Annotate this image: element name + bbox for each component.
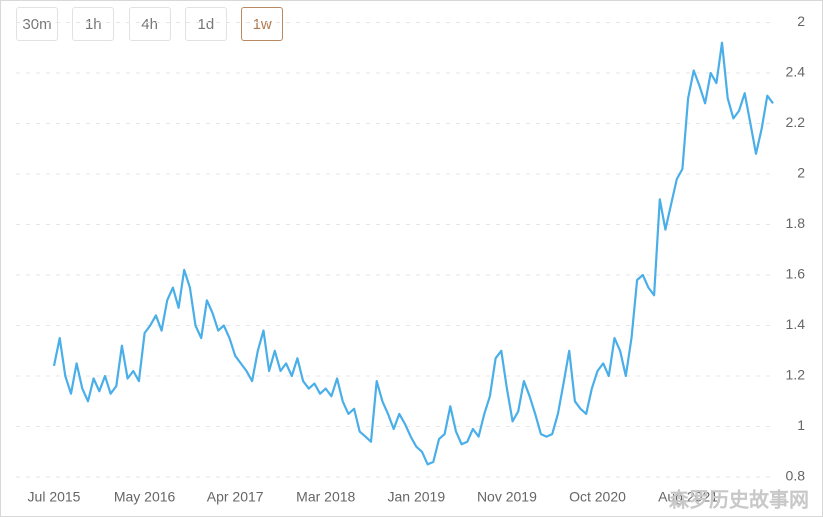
timeframe-button[interactable]: 1h bbox=[72, 7, 115, 41]
x-tick-label: Jan 2019 bbox=[388, 489, 446, 505]
x-tick-label: May 2016 bbox=[114, 489, 176, 505]
y-tick-label: 1.8 bbox=[786, 215, 806, 231]
y-tick-label: 1.2 bbox=[786, 367, 806, 383]
y-tick-label: 1.6 bbox=[786, 266, 806, 282]
price-line bbox=[52, 41, 774, 466]
y-tick-label: 2 bbox=[797, 13, 805, 29]
x-tick-label: Oct 2020 bbox=[569, 489, 626, 505]
y-tick-label: 1 bbox=[797, 417, 805, 433]
watermark: 森罗历史故事网 bbox=[669, 487, 809, 511]
x-tick-label: Nov 2019 bbox=[477, 489, 537, 505]
x-tick-label: Jul 2015 bbox=[28, 489, 81, 505]
y-tick-label: 2.2 bbox=[786, 114, 806, 130]
timeframe-button[interactable]: 30m bbox=[16, 7, 58, 41]
x-tick-label: Apr 2017 bbox=[207, 489, 264, 505]
timeframe-button[interactable]: 1d bbox=[184, 7, 227, 41]
y-tick-label: 0.8 bbox=[786, 468, 806, 484]
timeframe-button[interactable]: 1w bbox=[241, 7, 284, 41]
x-tick-label: Mar 2018 bbox=[296, 489, 355, 505]
x-tick-label: Aug 2021 bbox=[658, 489, 718, 505]
y-tick-label: 1.4 bbox=[786, 316, 806, 332]
y-tick-label: 2.4 bbox=[786, 64, 806, 80]
timeframe-button[interactable]: 4h bbox=[128, 7, 171, 41]
y-tick-label: 2 bbox=[797, 165, 805, 181]
